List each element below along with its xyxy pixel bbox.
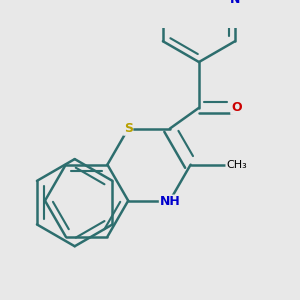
Text: NH: NH [159, 195, 180, 208]
Text: N: N [230, 0, 240, 6]
Text: O: O [231, 101, 242, 114]
Text: CH₃: CH₃ [226, 160, 247, 170]
Text: S: S [124, 122, 133, 135]
